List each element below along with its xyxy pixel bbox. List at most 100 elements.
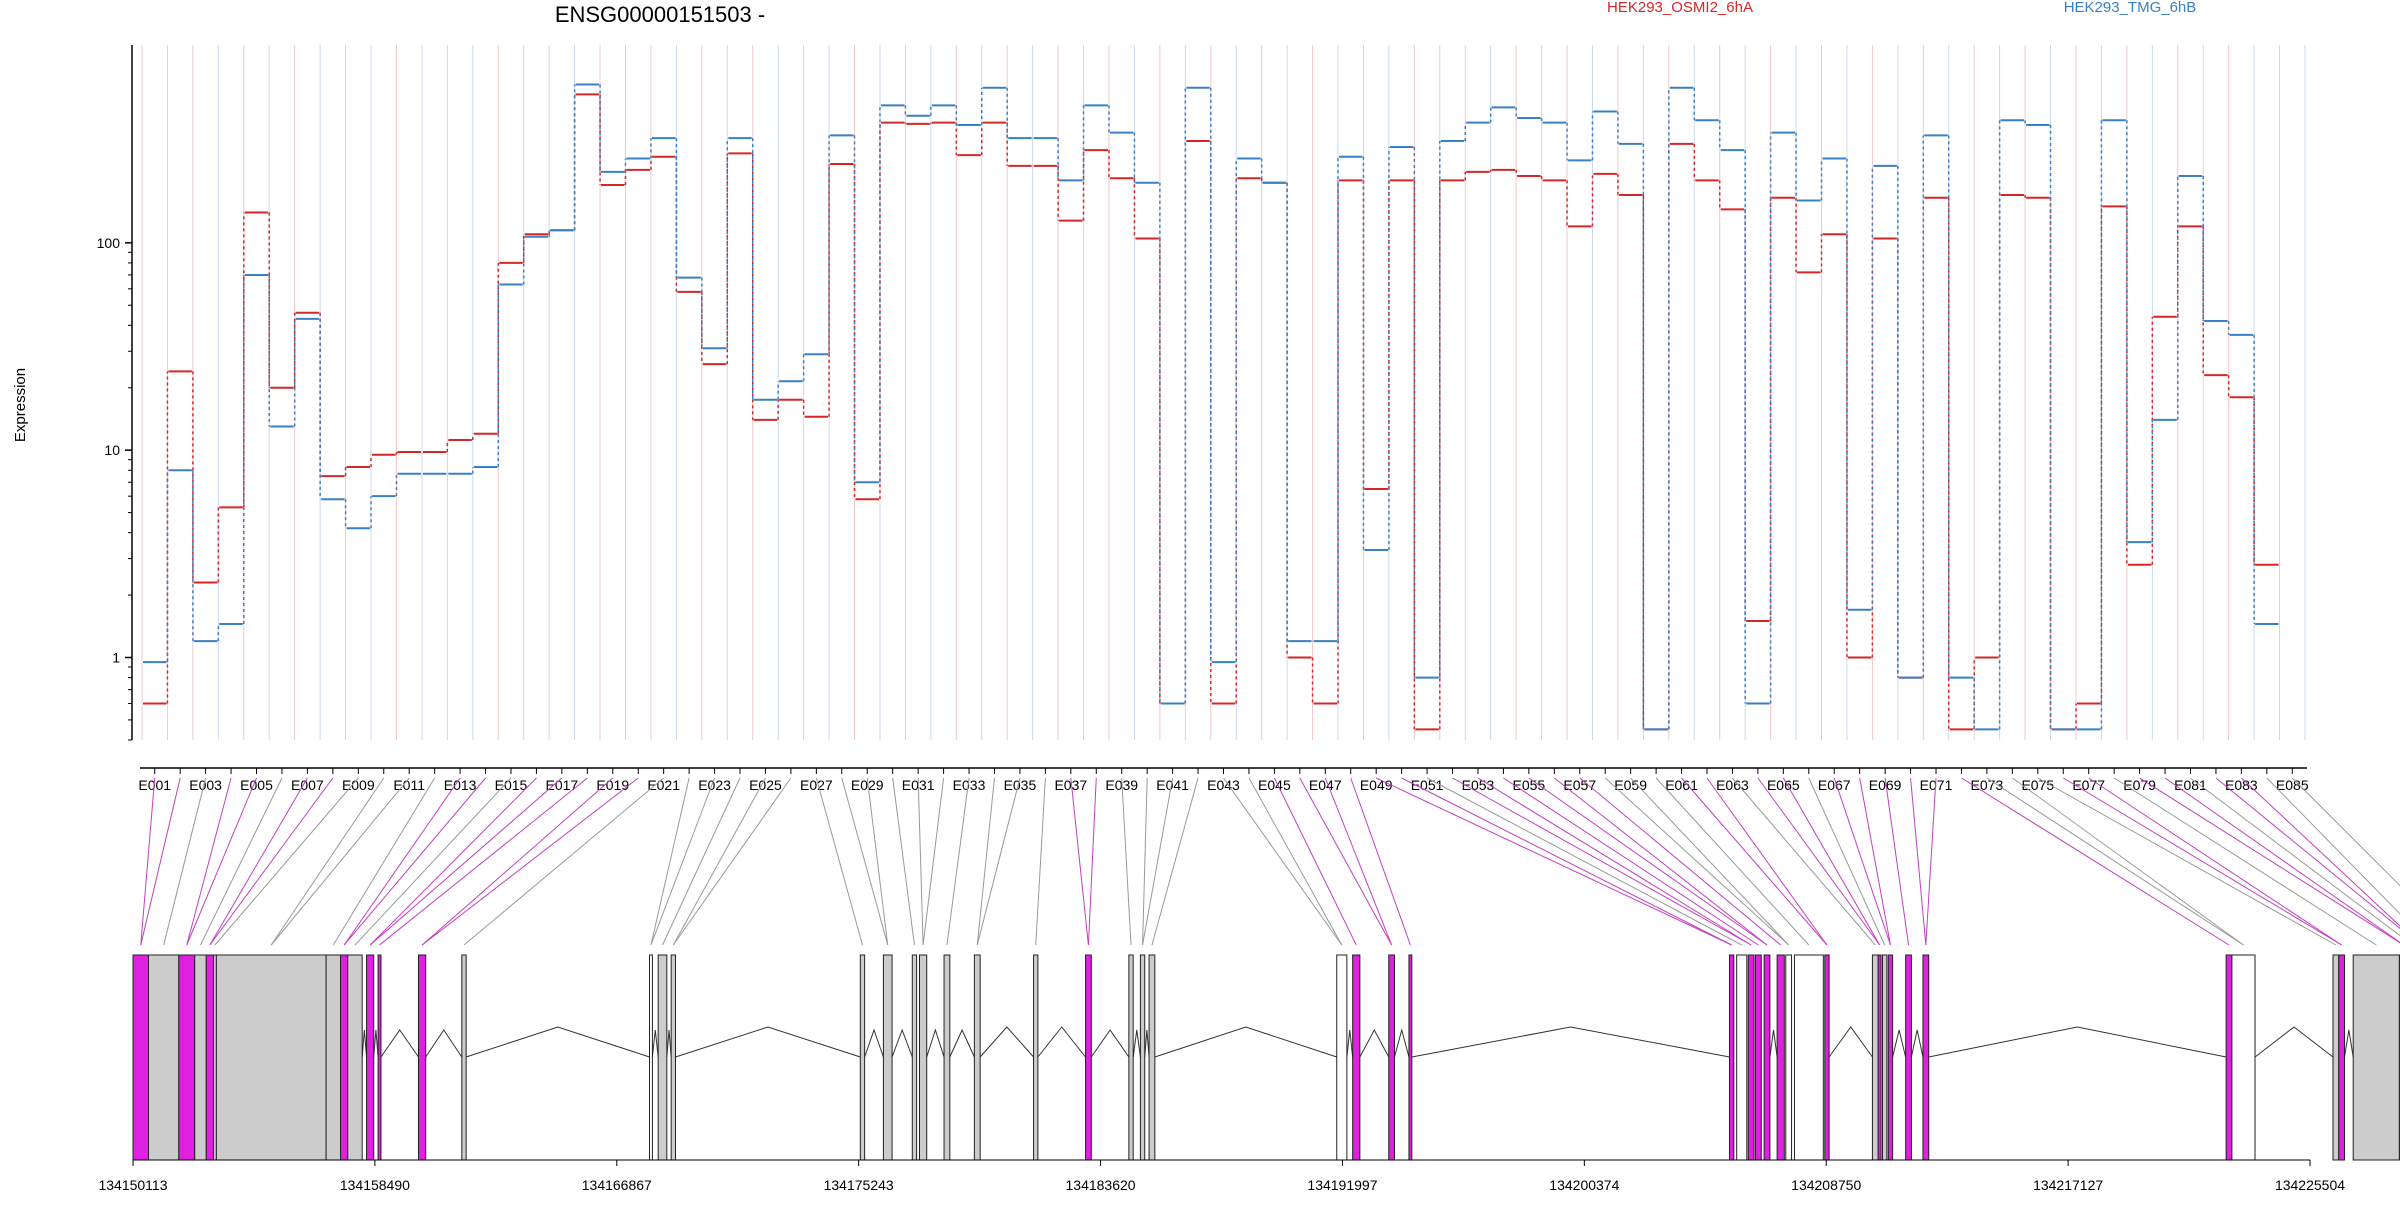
exon-connector xyxy=(1142,777,1174,946)
x-tick-label: E041 xyxy=(1156,777,1189,793)
exon-connector xyxy=(841,777,889,946)
exon-block xyxy=(1824,954,1830,1161)
intron-line xyxy=(1828,1026,1873,1058)
exon-connector xyxy=(1142,777,1148,946)
exon-gridlines xyxy=(141,45,2306,740)
exon-connector xyxy=(2012,777,2244,946)
exon-connector xyxy=(1087,777,1097,946)
exon-block xyxy=(649,954,653,1161)
exon-connector xyxy=(1833,777,1891,946)
exon-connector xyxy=(369,777,537,946)
exon-block xyxy=(205,954,214,1161)
x-tick-label: E065 xyxy=(1767,777,1800,793)
exon-block xyxy=(943,954,951,1161)
exon-connector xyxy=(1757,777,1881,946)
exon-block xyxy=(148,954,180,1161)
exon-block xyxy=(1408,954,1413,1161)
exon-connector xyxy=(200,777,283,946)
exon-block xyxy=(1871,954,1879,1161)
exon-connector xyxy=(332,777,436,946)
exon-block xyxy=(1776,954,1785,1161)
exon-connector xyxy=(209,777,334,946)
x-tick-label: E019 xyxy=(596,777,629,793)
x-tick-label: E051 xyxy=(1411,777,1444,793)
exon-block xyxy=(882,954,893,1161)
exon-block xyxy=(215,954,327,1161)
x-tick-label: E037 xyxy=(1054,777,1087,793)
exon-connector xyxy=(650,777,690,946)
exon-block xyxy=(461,954,467,1161)
genomic-tick-label: 134217127 xyxy=(2033,1177,2103,1193)
y-axis-label: Expression xyxy=(12,368,29,442)
x-tick-label: E063 xyxy=(1716,777,1749,793)
exon-connector xyxy=(186,777,232,946)
exon-connector xyxy=(922,777,945,946)
exon-block xyxy=(377,954,382,1161)
exon-connector xyxy=(2241,777,2400,927)
intron-line xyxy=(1411,1026,1730,1058)
genomic-tick-label: 134200374 xyxy=(1549,1177,1619,1193)
exon-block xyxy=(325,954,342,1161)
x-tick-label: E049 xyxy=(1360,777,1393,793)
genomic-tick-label: 134191997 xyxy=(1307,1177,1377,1193)
x-tick-label: E007 xyxy=(291,777,324,793)
x-tick-label: E045 xyxy=(1258,777,1291,793)
x-tick-label: E055 xyxy=(1513,777,1546,793)
exon-block xyxy=(2225,954,2233,1161)
exon-connector xyxy=(1035,777,1046,946)
x-tick-label: E033 xyxy=(953,777,986,793)
legend-series-2: HEK293_TMG_6hB xyxy=(2064,0,2197,16)
intron-line xyxy=(949,1028,975,1058)
exon-connector xyxy=(186,777,257,946)
exon-connector xyxy=(1401,777,1732,946)
exon-connector xyxy=(662,777,741,946)
x-tick-label: E059 xyxy=(1614,777,1647,793)
intron-line xyxy=(373,1029,379,1058)
legend-series-1: HEK293_OSMI2_6hA xyxy=(1607,0,1753,16)
exon-connector xyxy=(1324,777,1393,946)
exon-connector xyxy=(209,777,308,946)
x-tick-label: E077 xyxy=(2072,777,2105,793)
exon-connector xyxy=(463,777,664,946)
x-tick-label: E043 xyxy=(1207,777,1240,793)
exon-connector xyxy=(1299,777,1393,946)
exon-connector xyxy=(1503,777,1759,946)
exon-block xyxy=(132,954,150,1161)
exon-connector xyxy=(1248,777,1343,946)
exon-connector xyxy=(1782,777,1881,946)
exon-block xyxy=(2352,954,2400,1161)
x-tick-label: E057 xyxy=(1563,777,1596,793)
x-tick-label: E005 xyxy=(240,777,273,793)
intron-line xyxy=(1090,1029,1130,1058)
exon-connector xyxy=(140,777,181,946)
exon-connector xyxy=(140,777,156,946)
intron-line xyxy=(2344,1029,2354,1058)
exon-connector xyxy=(2291,777,2400,887)
exon-block xyxy=(1736,954,1748,1161)
exon-connector xyxy=(1070,777,1089,946)
x-tick-label: E061 xyxy=(1665,777,1698,793)
exon-block xyxy=(1747,954,1755,1161)
exon-connector xyxy=(2215,777,2400,930)
exon-block xyxy=(859,954,866,1161)
x-tick-label: E075 xyxy=(2021,777,2054,793)
x-tick-label: E021 xyxy=(647,777,680,793)
intron-line xyxy=(1154,1026,1337,1058)
exon-connector xyxy=(1350,777,1411,946)
axes: 1 10 100 E001 E003 E005 E007 E009 E011 E013 E015 E0… xyxy=(97,45,2309,793)
intron-line xyxy=(1037,1026,1086,1058)
intron-line xyxy=(1132,1029,1141,1058)
exon-block xyxy=(1388,954,1396,1161)
intron-line xyxy=(361,1029,368,1058)
exon-connector xyxy=(369,777,563,946)
exon-block xyxy=(1877,954,1882,1161)
x-tick-label: E009 xyxy=(342,777,375,793)
exon-connector xyxy=(1706,777,1828,946)
exon-block xyxy=(1033,954,1039,1161)
exon-block xyxy=(1085,954,1092,1161)
intron-line xyxy=(675,1026,861,1058)
exon-block xyxy=(1139,954,1146,1161)
exon-block xyxy=(178,954,196,1161)
exon-connector xyxy=(1554,777,1768,946)
